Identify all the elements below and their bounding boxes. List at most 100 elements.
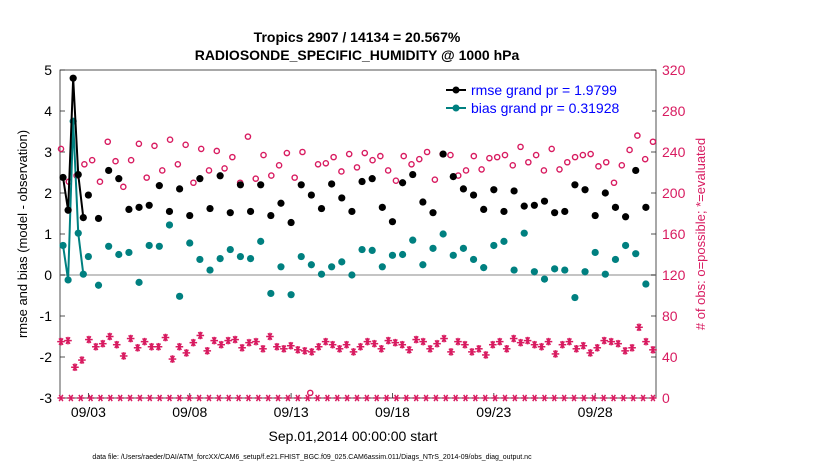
rmse-point: [449, 173, 457, 181]
possible-obs-point: [205, 167, 213, 174]
evaluated-obs-point: [78, 356, 86, 364]
right-tick-label: 200: [662, 185, 686, 201]
evaluated-obs-point: [182, 349, 191, 357]
zero-obs-point: [521, 394, 529, 402]
zero-obs-point: [422, 394, 430, 402]
evaluated-obs-point: [321, 337, 330, 346]
evaluated-obs-point: [426, 345, 434, 353]
evaluated-obs-point: [293, 346, 302, 354]
zero-obs-point: [649, 394, 657, 402]
evaluated-obs-point: [461, 340, 469, 349]
possible-obs-point: [197, 145, 205, 153]
evaluated-obs-point: [377, 345, 386, 353]
zero-obs-point: [343, 394, 351, 402]
possible-obs-point: [595, 163, 602, 170]
rmse-point: [307, 191, 315, 199]
zero-obs-point: [382, 394, 391, 402]
possible-obs-point: [361, 149, 369, 157]
rmse-point: [642, 203, 650, 211]
evaluated-obs-point: [433, 339, 441, 348]
evaluated-obs-point: [133, 343, 142, 352]
possible-obs-point: [571, 153, 579, 161]
rmse-point: [226, 209, 234, 217]
rmse-point: [439, 150, 447, 158]
possible-obs-point: [96, 178, 104, 186]
rmse-point: [591, 211, 599, 220]
evaluated-obs-point: [335, 345, 344, 353]
zero-obs-point: [333, 394, 341, 402]
rmse-point: [429, 209, 437, 217]
evaluated-obs-point: [600, 336, 609, 345]
data-file-footer: data file: /Users/raeder/DAI/ATM_forcXX/…: [92, 454, 532, 461]
evaluated-obs-point: [530, 340, 539, 349]
evaluated-obs-point: [328, 340, 337, 349]
evaluated-obs-point: [488, 340, 497, 349]
bias-point: [358, 245, 366, 254]
possible-obs-point: [641, 155, 649, 163]
zero-obs-point: [461, 394, 470, 402]
x-axis: 09/03 09/08 09/13 09/18 09/23 09/28: [71, 393, 613, 420]
zero-obs-point: [274, 394, 282, 402]
bias-point: [155, 242, 163, 250]
rmse-point: [257, 181, 265, 189]
rmse-point: [115, 175, 123, 183]
rmse-point: [338, 194, 346, 202]
possible-obs-point: [112, 157, 119, 165]
zero-obs-point: [452, 394, 460, 402]
bias-point: [206, 266, 214, 274]
x-tick-label: 09/13: [274, 404, 309, 420]
zero-obs-point: [639, 394, 647, 402]
zero-obs-point: [402, 394, 410, 402]
possible-obs-point: [283, 149, 291, 157]
rmse-point: [500, 207, 508, 216]
evaluated-obs-point: [71, 363, 79, 372]
zero-obs-point: [116, 394, 124, 402]
evaluated-obs-point: [391, 338, 400, 347]
bias-point: [59, 241, 67, 250]
evaluated-obs-point: [482, 351, 490, 359]
bias-point: [176, 292, 184, 300]
evaluated-obs-point: [398, 340, 407, 349]
zero-obs-point: [363, 394, 371, 402]
evaluated-obs-point: [140, 337, 149, 346]
zero-obs-point: [136, 394, 144, 402]
evaluated-obs-point: [468, 348, 476, 356]
rmse-point: [246, 207, 255, 216]
zero-obs-point: [609, 394, 618, 402]
bias-point: [591, 248, 599, 257]
evaluated-obs-point: [224, 336, 232, 345]
bias-point: [378, 263, 386, 271]
evaluated-obs-point: [523, 336, 532, 345]
possible-obs-point: [166, 136, 174, 143]
rmse-point: [59, 173, 67, 182]
evaluated-obs-point: [558, 340, 567, 349]
rmse-point: [601, 189, 609, 197]
left-tick-label: 0: [44, 267, 52, 283]
rmse-point: [277, 199, 285, 207]
zero-obs-point: [77, 394, 85, 402]
zero-obs-point: [313, 394, 322, 402]
evaluated-obs-point: [614, 339, 622, 348]
possible-obs-point: [353, 164, 361, 171]
rmse-point: [520, 202, 528, 210]
bias-point: [530, 268, 538, 276]
bias-point: [621, 241, 630, 250]
right-tick-label: 40: [662, 349, 678, 365]
possible-obs-point: [127, 156, 135, 164]
rmse-point: [125, 205, 133, 213]
bias-point: [500, 237, 508, 245]
rmse-point: [368, 175, 376, 183]
evaluated-obs-point: [440, 334, 448, 343]
evaluated-obs-point: [203, 347, 212, 355]
zero-obs-point: [540, 394, 549, 402]
bias-point: [571, 293, 579, 302]
evaluated-obs-point: [495, 337, 504, 346]
evaluated-obs-point: [572, 345, 581, 353]
rmse-point: [74, 170, 82, 179]
bias-point: [611, 255, 620, 264]
rmse-point: [611, 203, 620, 211]
chart-title-line2: RADIOSONDE_SPECIFIC_HUMIDITY @ 1000 hPa: [195, 47, 520, 63]
evaluated-obs-point: [168, 355, 177, 363]
zero-obs-point: [165, 394, 174, 402]
